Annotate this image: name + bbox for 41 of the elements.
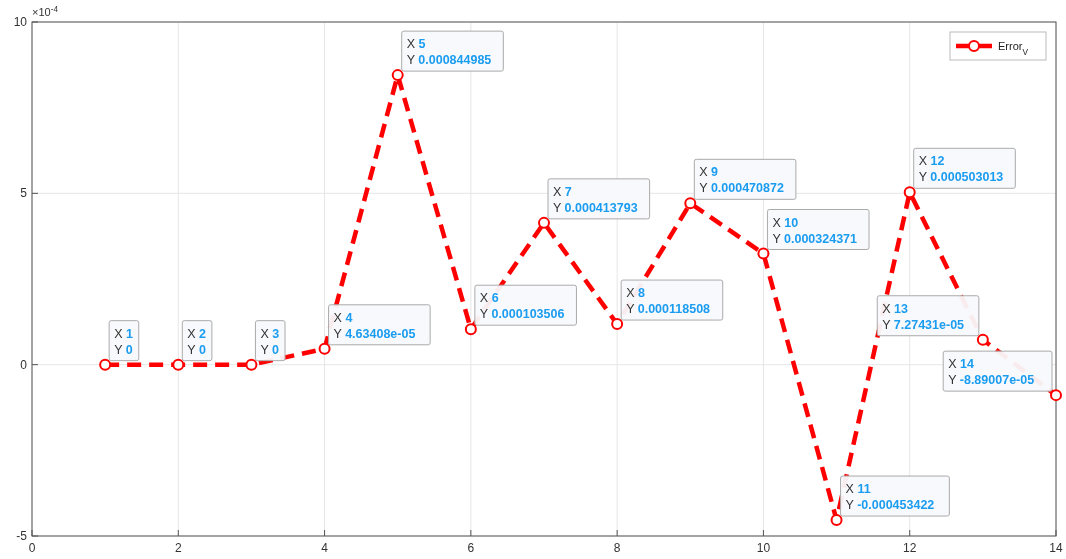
y-tick-label: 5 <box>20 186 28 201</box>
annotation: X 2 Y 0 <box>187 326 207 357</box>
legend-label: Error$_{V}$ <box>998 40 1029 57</box>
x-tick-label: 2 <box>174 541 182 555</box>
point <box>903 186 916 199</box>
text: ×10$^{-4}$ <box>32 4 59 18</box>
y-tick-label: -5 <box>16 529 28 543</box>
annotation: X 5 Y 0.000844985 <box>406 37 492 68</box>
point <box>1050 389 1062 402</box>
x-tick-label: 10 <box>756 541 771 555</box>
annotation: X 13 Y 7.27431e-05 <box>882 301 965 332</box>
x-tick-label: 6 <box>467 541 475 555</box>
x-tick-label: 8 <box>613 541 621 555</box>
y-tick-label: 10 <box>13 15 28 29</box>
annotation: X 4 Y 4.63408e-05 <box>333 310 416 341</box>
annotation: X 3 Y 0 <box>260 326 280 357</box>
point <box>245 358 258 371</box>
y-tick-label: 0 <box>20 357 28 372</box>
point <box>684 197 697 210</box>
x-tick-label: 4 <box>321 541 329 555</box>
annotation: X 1 Y 0 <box>114 326 133 357</box>
point <box>757 247 770 260</box>
x-tick-label: 14 <box>1049 541 1063 555</box>
annotation: X 14 Y -8.89007e-05 <box>948 357 1035 388</box>
point <box>976 333 989 346</box>
annotation: X 9 Y 0.000470872 <box>699 165 784 196</box>
annotation: X 10 Y 0.000324371 <box>772 215 858 246</box>
point <box>611 318 624 331</box>
point <box>318 342 331 355</box>
annotation: X 6 Y 0.000103506 <box>479 291 565 322</box>
point <box>830 514 843 527</box>
annotation: X 8 Y 0.000118508 <box>626 286 711 317</box>
point <box>172 358 185 371</box>
point <box>464 323 477 336</box>
point <box>99 358 112 371</box>
annotation: X 7 Y 0.000413793 <box>553 184 638 215</box>
x-tick-label: 12 <box>903 541 917 555</box>
point <box>391 69 404 82</box>
annotation: X 11 Y -0.000453422 <box>845 482 935 513</box>
annotation: X 12 Y 0.000503013 <box>918 154 1004 185</box>
point <box>538 216 550 229</box>
